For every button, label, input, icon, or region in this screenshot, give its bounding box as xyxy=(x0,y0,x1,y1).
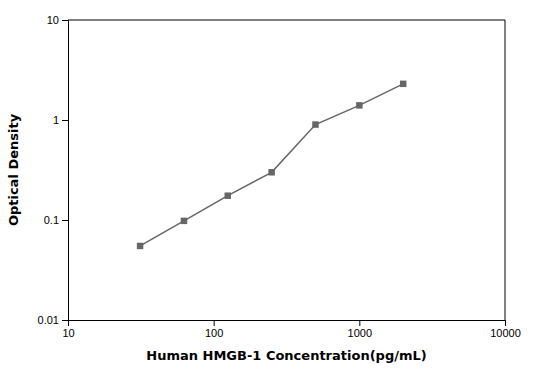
point xyxy=(225,192,231,198)
tick-mark xyxy=(505,320,506,326)
tick-label: 0.01 xyxy=(38,314,59,326)
point xyxy=(137,243,143,249)
tick-label: 10000 xyxy=(490,327,521,339)
line xyxy=(140,84,403,246)
tick: 1 xyxy=(53,114,68,126)
point xyxy=(400,81,406,87)
tick-label: 1 xyxy=(53,114,59,126)
series xyxy=(137,81,407,250)
point xyxy=(181,218,187,224)
tick-mark xyxy=(359,320,360,326)
tick: 100 xyxy=(205,320,223,339)
frame-line xyxy=(505,20,506,320)
tick-label: 10 xyxy=(62,327,74,339)
tick: 10000 xyxy=(490,320,521,339)
tick-mark xyxy=(62,120,68,121)
tick-label: 100 xyxy=(205,327,223,339)
x-axis: 10 100 1000 10000 xyxy=(62,320,520,339)
point xyxy=(312,121,318,127)
axis-line xyxy=(62,21,69,321)
tick-label: 1000 xyxy=(348,327,372,339)
chart: 10 100 1000 10000 0.01 0.1 1 10 Human HMGB-1 Con… xyxy=(0,0,533,372)
y-axis-title: Optical Density xyxy=(6,113,21,226)
y-axis: 0.01 0.1 1 10 xyxy=(38,14,69,326)
tick-mark xyxy=(62,20,68,21)
tick-label: 0.1 xyxy=(44,214,59,226)
frame-line xyxy=(68,20,505,21)
x-axis-title: Human HMGB-1 Concentration(pg/mL) xyxy=(146,348,426,363)
point xyxy=(268,169,274,175)
tick-mark xyxy=(62,320,68,321)
tick-mark xyxy=(214,320,215,326)
tick: 1000 xyxy=(348,320,372,339)
tick: 0.1 xyxy=(44,214,68,226)
axis-line xyxy=(69,321,506,327)
tick-label: 10 xyxy=(47,14,59,26)
tick: 10 xyxy=(62,320,74,339)
plot-area: 10 100 1000 10000 0.01 0.1 1 10 xyxy=(38,14,521,339)
tick: 10 xyxy=(47,14,68,26)
point xyxy=(356,102,362,108)
tick-mark xyxy=(62,220,68,221)
tick: 0.01 xyxy=(38,314,68,326)
